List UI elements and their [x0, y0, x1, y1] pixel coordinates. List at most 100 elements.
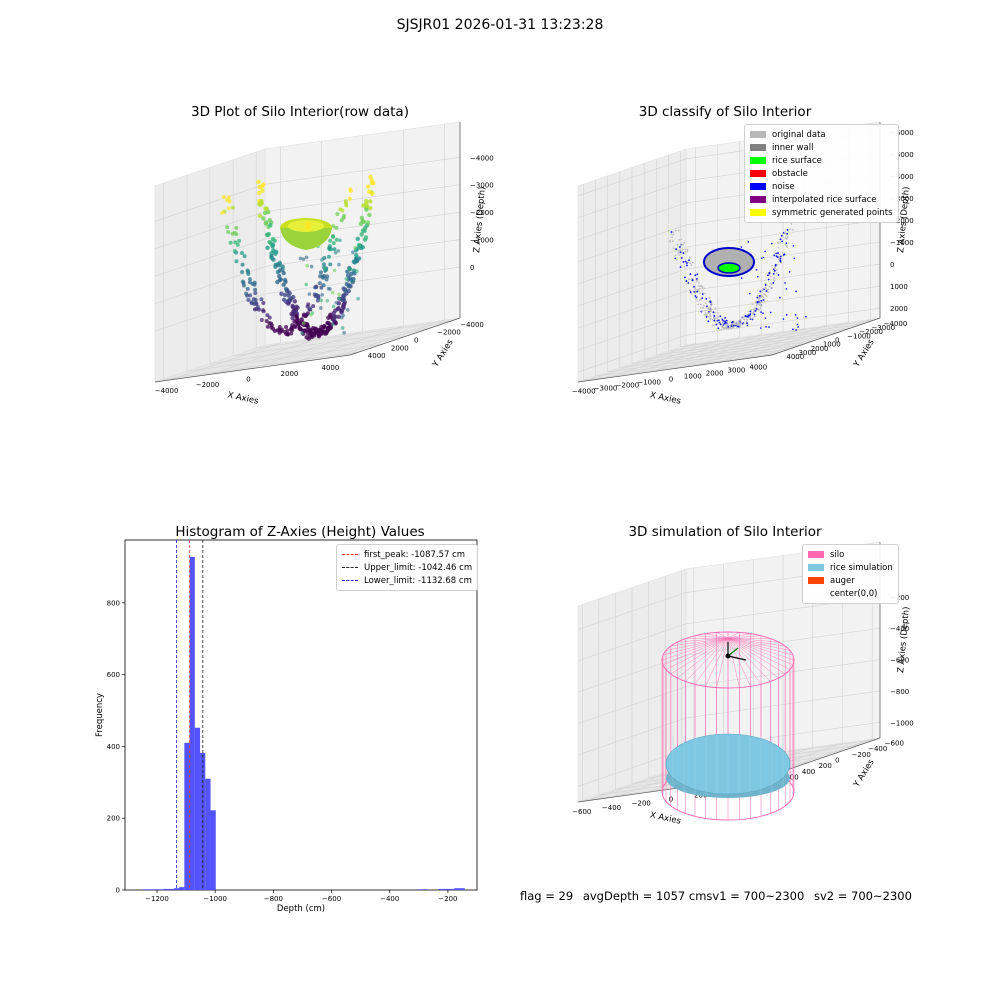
original-data-point	[738, 324, 741, 327]
original-data-point	[714, 311, 717, 314]
raw-data-point	[265, 245, 270, 251]
noise-point	[779, 296, 781, 299]
histogram-bar	[422, 889, 429, 890]
original-data-point	[767, 291, 770, 294]
noise-point	[746, 324, 749, 327]
z-tick-label: −2000	[470, 209, 494, 217]
y-tick-label: 600	[785, 774, 798, 782]
histogram-panel-title: Histogram of Z-Axies (Height) Values	[175, 524, 425, 540]
original-data-point	[721, 321, 724, 324]
raw-data-point	[347, 196, 352, 201]
noise-point	[693, 285, 695, 288]
raw-data-point	[265, 324, 270, 329]
y-tick-label: 2000	[811, 345, 829, 353]
raw-data-point	[359, 232, 364, 237]
raw-data-point	[246, 297, 251, 302]
legend-label: noise	[772, 181, 795, 192]
raw-data-point	[335, 211, 340, 216]
raw-scatter-point	[337, 262, 341, 267]
raw-data-point	[270, 242, 276, 248]
noise-point	[684, 276, 686, 279]
raw-data-point	[227, 199, 232, 204]
noise-point	[764, 284, 767, 286]
raw-data-point	[365, 184, 371, 189]
raw-data-point	[277, 327, 282, 332]
original-data-point	[670, 232, 673, 235]
silo-roof-wire	[727, 637, 771, 682]
raw-data-point	[336, 314, 342, 320]
original-data-point	[722, 327, 725, 329]
raw-data-point	[285, 328, 290, 333]
y-tick-label: −1000	[847, 332, 871, 340]
original-data-point	[751, 317, 754, 320]
raw-data-point	[256, 307, 261, 312]
raw-data-point	[256, 179, 261, 185]
legend-label: silo	[830, 549, 845, 560]
original-data-point	[725, 325, 728, 328]
silo-roof-wire	[727, 637, 762, 685]
silo-roof-wire	[727, 637, 786, 675]
silo-roof-wire	[727, 632, 740, 639]
original-data-point	[728, 321, 731, 323]
original-data-point	[778, 253, 781, 256]
legend-entry: silo	[808, 548, 893, 561]
grid-line	[577, 180, 687, 219]
raw-data-point	[322, 262, 327, 267]
raw-scatter-point	[337, 292, 342, 297]
noise-point	[762, 256, 765, 259]
auger-y-arm	[727, 655, 747, 661]
noise-point	[682, 261, 685, 263]
original-data-point	[714, 307, 717, 310]
raw-data-point	[240, 262, 245, 267]
noise-point	[805, 315, 807, 318]
z-tick-label: −1000	[890, 239, 914, 247]
silo-roof-wire	[670, 637, 729, 675]
noise-point	[701, 293, 704, 295]
raw-data-point	[338, 207, 343, 212]
raw-scatter-point	[342, 331, 346, 335]
raw-data-point	[268, 223, 273, 228]
original-data-point	[749, 316, 752, 319]
raw-data-point	[239, 251, 244, 256]
noise-point	[717, 327, 720, 330]
raw-scatter-point	[330, 290, 335, 295]
x-tick-label: −2000	[196, 381, 220, 389]
status-line: flag = 29 avgDepth = 1057 cmsv1 = 700~23…	[520, 889, 918, 903]
y-tick-label: 4000	[368, 352, 386, 360]
original-data-point	[667, 229, 670, 232]
grid-line	[685, 307, 881, 336]
raw-data-point	[286, 301, 291, 306]
original-data-point	[696, 279, 699, 282]
grid-line	[607, 344, 802, 373]
raw-data-point	[331, 241, 336, 246]
raw-data-point	[328, 262, 333, 267]
y-tick-label: 4000	[786, 353, 804, 361]
z-tick-label: 0	[890, 261, 894, 269]
raw-data-point	[269, 254, 274, 259]
flag-value: flag = 29	[520, 889, 574, 903]
noise-point	[785, 314, 788, 316]
original-data-point	[708, 307, 711, 310]
grid-line	[595, 348, 790, 377]
raw-data-point	[368, 199, 373, 204]
original-data-point	[755, 302, 758, 305]
raw-data-point	[252, 301, 257, 306]
silo-roof-wire	[665, 637, 729, 670]
original-data-point	[705, 314, 708, 317]
grid-line	[619, 340, 814, 368]
raw-scatter-point	[325, 298, 330, 303]
raw-scatter-point	[305, 263, 309, 268]
silo-roof-wire	[694, 637, 729, 685]
raw-scatter-point	[300, 331, 304, 335]
noise-point	[769, 311, 772, 314]
x-tick-label: 0	[669, 376, 673, 384]
raw-panel-title: 3D Plot of Silo Interior(row data)	[191, 104, 409, 120]
original-data-point	[709, 313, 712, 315]
noise-point	[679, 266, 682, 268]
cone-body	[280, 228, 332, 250]
raw-data-point	[286, 293, 291, 298]
grid-line	[264, 156, 461, 185]
z-tick-label: −2000	[890, 217, 914, 225]
raw-data-point	[327, 244, 332, 249]
raw-data-point	[228, 240, 233, 245]
